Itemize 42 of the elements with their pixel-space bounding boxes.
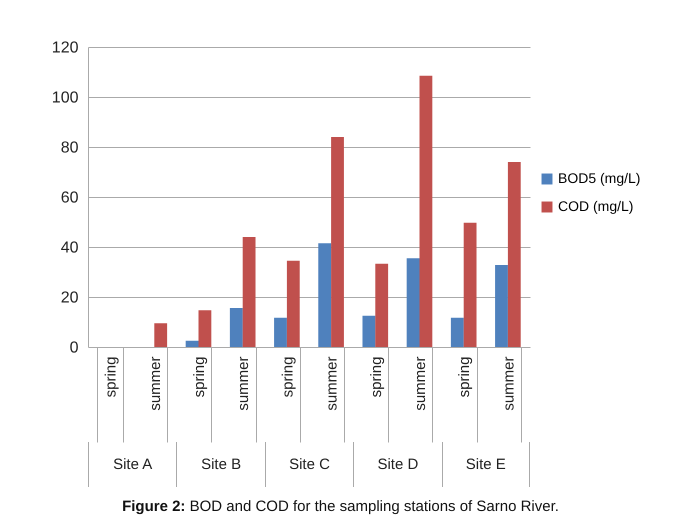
caption: Figure 2: BOD and COD for the sampling stations of Sarno River. bbox=[121, 498, 560, 515]
bar bbox=[464, 222, 477, 347]
bar bbox=[242, 237, 256, 347]
y-tick-label: 80 bbox=[60, 140, 79, 156]
x-tick-label: summer bbox=[324, 356, 341, 411]
x-tick-label: summer bbox=[500, 356, 518, 411]
x-tick-label: summer bbox=[235, 356, 252, 411]
text: Site A bbox=[88, 442, 176, 487]
x-tick-label: spring bbox=[102, 356, 120, 398]
y-tick-label: 60 bbox=[60, 190, 79, 206]
bar bbox=[450, 318, 464, 347]
bar bbox=[406, 258, 420, 347]
bar bbox=[331, 137, 344, 347]
bar bbox=[508, 162, 521, 347]
bar bbox=[230, 308, 243, 347]
bar bbox=[318, 243, 332, 347]
y-tick-label: 40 bbox=[60, 240, 79, 256]
x-tick-label: spring bbox=[279, 356, 296, 398]
bar bbox=[154, 323, 168, 347]
bar bbox=[186, 340, 198, 347]
text: Site D bbox=[353, 442, 442, 487]
x-tick-label: summer bbox=[412, 356, 429, 411]
y-tick-label: 0 bbox=[70, 340, 79, 356]
x-tick-label: spring bbox=[456, 356, 474, 398]
bar bbox=[375, 264, 388, 347]
x-tick-label: summer bbox=[146, 356, 164, 411]
x-tick-label: spring bbox=[368, 356, 385, 398]
bar bbox=[286, 260, 300, 347]
bar bbox=[362, 316, 376, 347]
legend-label: COD (mg/L) bbox=[558, 198, 634, 214]
bar bbox=[420, 76, 432, 347]
bar bbox=[198, 310, 212, 347]
x-tick-label: spring bbox=[191, 356, 208, 398]
legend-label: BOD5 (mg/L) bbox=[558, 170, 640, 186]
y-tick-label: 20 bbox=[60, 290, 79, 306]
bar bbox=[274, 318, 287, 347]
text: Site B bbox=[176, 442, 265, 487]
text: Site E bbox=[442, 442, 530, 487]
text: Site C bbox=[264, 442, 354, 487]
bar bbox=[495, 265, 508, 347]
y-tick-label: 120 bbox=[52, 40, 79, 56]
y-tick-label: 100 bbox=[52, 90, 79, 106]
